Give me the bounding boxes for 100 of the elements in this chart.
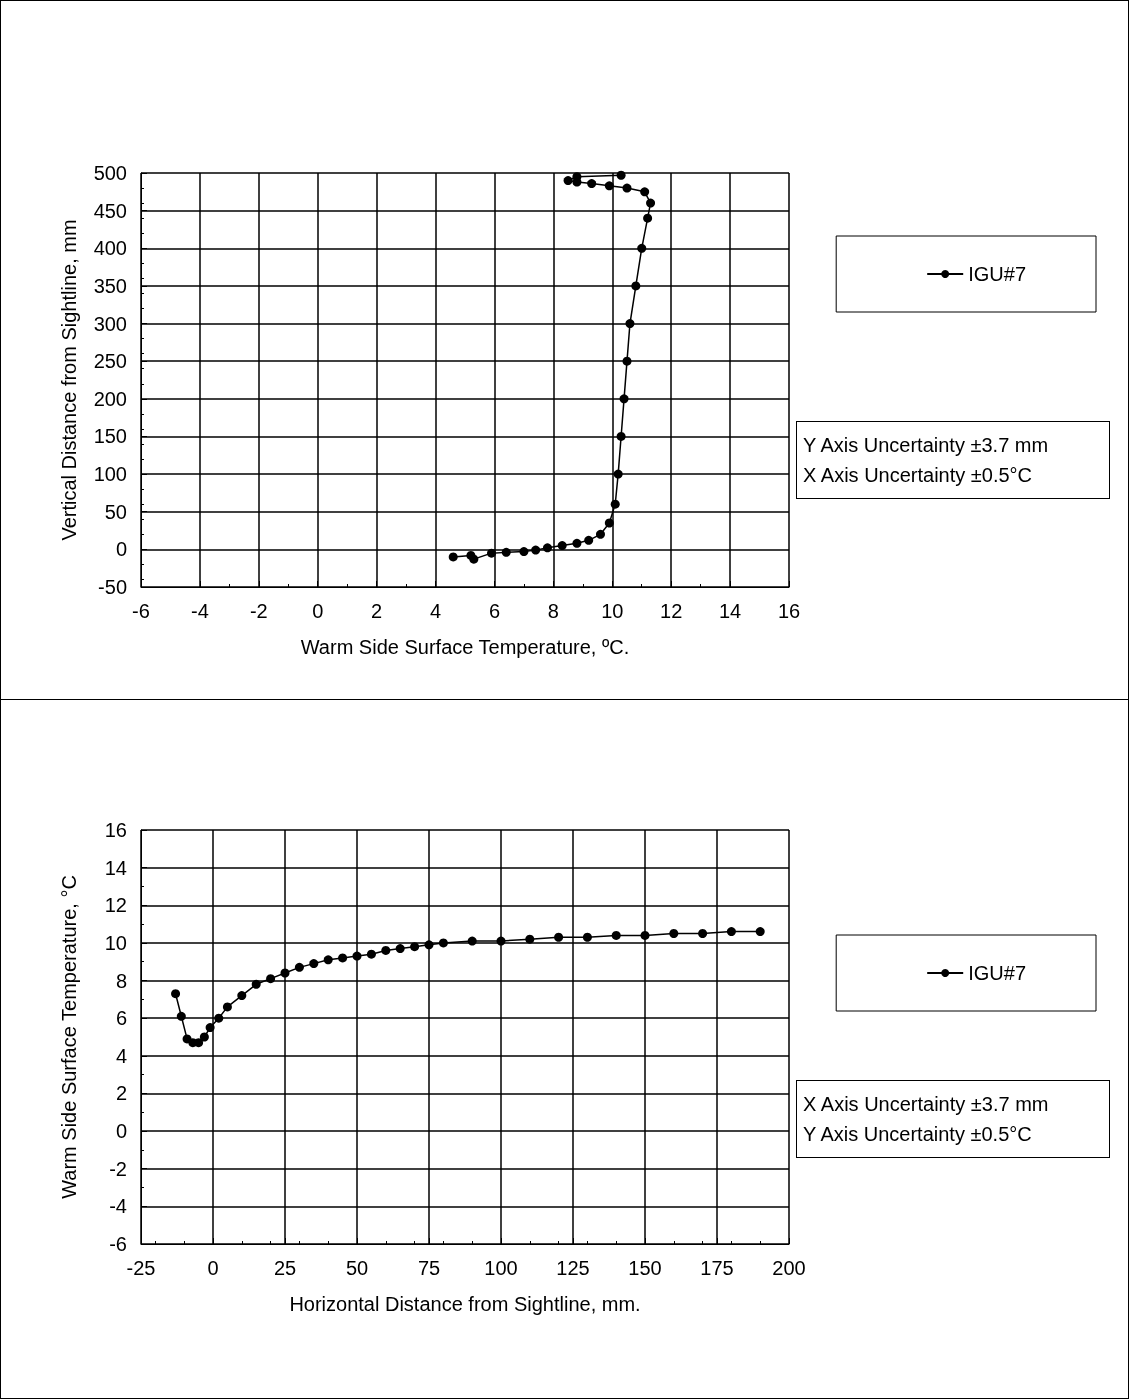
point (251, 979, 261, 989)
x-tick-label: 6 (488, 600, 501, 622)
point (338, 953, 348, 963)
point (501, 547, 511, 557)
point (596, 529, 605, 539)
point (237, 991, 247, 1001)
point (755, 927, 765, 937)
y-tick-label: 100 (93, 463, 127, 486)
y-axis-title: Vertical Distance from Sightline, mm (58, 219, 80, 541)
point (611, 930, 621, 940)
y-tick-label: 8 (115, 969, 127, 992)
point (604, 518, 614, 528)
x-tick-label: 50 (345, 1257, 369, 1279)
point (410, 942, 420, 952)
x-tick-label: 8 (547, 600, 559, 622)
point (698, 929, 708, 938)
x-tick-label: 4 (429, 600, 442, 622)
y-tick-label: 450 (93, 199, 127, 222)
point (381, 945, 391, 955)
x-tick-label: 2 (371, 600, 383, 622)
point (171, 989, 181, 999)
text: X Axis Uncertainty ±0.5°C (803, 463, 1034, 488)
point (176, 1011, 186, 1021)
x-tick-label: 25 (273, 1257, 297, 1279)
point (542, 543, 552, 553)
y-tick-label: 350 (93, 274, 127, 297)
point (469, 554, 479, 564)
point (643, 213, 653, 223)
point (519, 547, 529, 557)
y-tick-label: 2 (115, 1082, 127, 1105)
point (352, 951, 362, 961)
point (563, 176, 573, 186)
point (610, 499, 620, 509)
y-tick-label: 50 (104, 500, 127, 523)
x-tick-label: 0 (312, 600, 324, 622)
x-tick-label: 16 (777, 600, 801, 622)
point (584, 535, 594, 545)
point (467, 936, 477, 946)
x-axis-title: Warm Side Surface Temperature, ºC. (300, 636, 630, 658)
y-tick-label: 14 (104, 856, 127, 879)
point (323, 955, 333, 965)
point (726, 927, 736, 937)
y-tick-label: 0 (115, 538, 127, 561)
point (616, 170, 626, 180)
y-tick-label: 300 (93, 312, 127, 335)
point (572, 538, 582, 548)
y-tick-label: 200 (93, 387, 127, 410)
point (582, 932, 592, 942)
x-tick-label: 200 (772, 1257, 806, 1279)
y-tick-label: -50 (98, 576, 127, 598)
point (622, 356, 632, 366)
y-tick-label: 4 (115, 1044, 127, 1067)
point (496, 936, 506, 946)
y-tick-label: 400 (93, 237, 127, 260)
point (640, 187, 650, 197)
point (366, 949, 376, 959)
legend-label: IGU#7 (968, 962, 1027, 984)
point (424, 940, 434, 950)
x-axis-title: Horizontal Distance from Sightline, mm. (289, 1293, 641, 1315)
x-tick-label: 12 (660, 600, 683, 622)
point (487, 548, 497, 558)
point (604, 181, 614, 191)
text: X Axis Uncertainty ±3.7 mm (803, 1092, 1050, 1117)
point (631, 281, 641, 291)
x-tick-label: 75 (417, 1257, 441, 1279)
legend-label: IGU#7 (968, 263, 1027, 285)
point (646, 198, 656, 208)
x-tick-label: 125 (556, 1257, 590, 1279)
x-tick-label: -25 (126, 1257, 156, 1279)
x-tick-label: -2 (249, 600, 268, 622)
y-tick-label: 250 (93, 350, 127, 373)
point (199, 1032, 209, 1042)
text: Y Axis Uncertainty ±0.5°C (803, 1122, 1033, 1147)
y-tick-label: 0 (115, 1120, 127, 1143)
x-tick-label: 0 (207, 1257, 219, 1279)
y-tick-label: 10 (104, 931, 127, 954)
point (640, 930, 650, 940)
point (637, 243, 647, 253)
point (448, 552, 458, 562)
point (554, 932, 564, 942)
point (619, 394, 629, 404)
text: Y Axis Uncertainty ±3.7 mm (803, 433, 1050, 458)
point (309, 959, 319, 969)
point (266, 974, 276, 984)
point (294, 962, 304, 972)
point (625, 319, 635, 329)
point (616, 431, 626, 441)
y-tick-label: -4 (109, 1195, 127, 1218)
x-tick-label: 100 (484, 1257, 518, 1279)
y-axis-title: Warm Side Surface Temperature, °C (58, 875, 80, 1199)
x-tick-label: -6 (132, 600, 150, 622)
point (525, 934, 535, 944)
point (194, 1038, 204, 1048)
x-tick-label: 150 (628, 1257, 662, 1279)
y-tick-label: -6 (109, 1233, 127, 1255)
x-tick-label: 10 (601, 600, 624, 622)
y-tick-label: 12 (104, 894, 127, 917)
point (205, 1023, 215, 1033)
point (395, 944, 405, 954)
point (280, 968, 290, 978)
